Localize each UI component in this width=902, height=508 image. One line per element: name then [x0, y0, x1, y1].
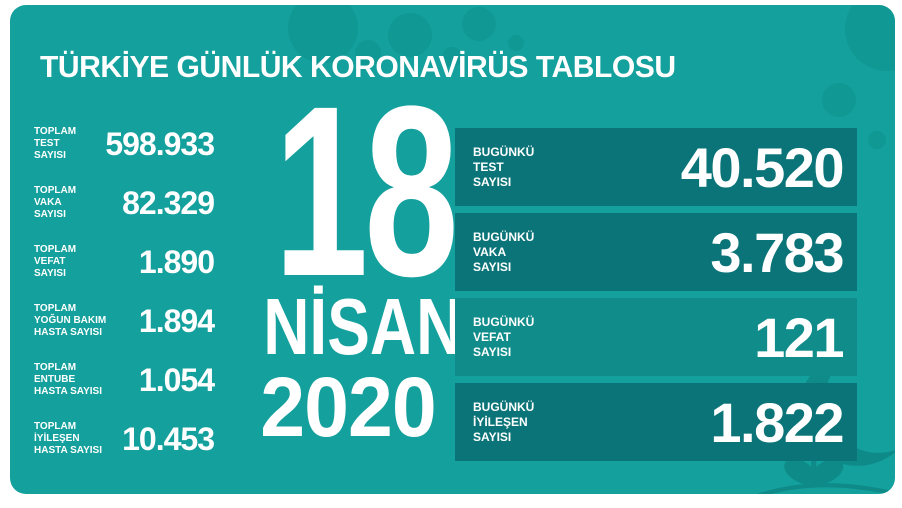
stat-label-line: VAKA — [473, 244, 507, 259]
stat-label-line: TEST — [473, 159, 504, 174]
stat-label-line: VEFAT — [473, 329, 511, 344]
stat-value: 3.783 — [710, 220, 844, 284]
stat-label-line: BUGÜNKÜ — [473, 229, 535, 244]
stat-label: TOPLAM VAKA SAYISI — [34, 185, 102, 221]
virus-blob-icon — [288, 5, 358, 63]
stat-label-line: VAKA — [34, 197, 62, 208]
stat-label-line: VEFAT — [34, 256, 66, 267]
stat-label: TOPLAM VEFAT SAYISI — [34, 244, 102, 280]
stat-label-line: SAYISI — [473, 259, 512, 274]
daily-case-row: BUGÜNKÜ VAKA SAYISI 3.783 — [455, 213, 857, 291]
daily-recovered-row: BUGÜNKÜ İYİLEŞEN SAYISI 1.822 — [455, 383, 857, 461]
stat-label: BUGÜNKÜ VAKA SAYISI — [473, 230, 534, 275]
stat-label-line: İYİLEŞEN — [473, 414, 528, 429]
stat-label-line: SAYISI — [473, 344, 512, 359]
date-block: 18 NİSAN 2020 — [242, 56, 463, 454]
stat-value: 82.329 — [122, 184, 215, 221]
stat-label-line: SAYISI — [34, 268, 66, 279]
virus-blob-icon — [845, 5, 895, 71]
stat-value: 1.054 — [138, 361, 215, 398]
stat-label-line: SAYISI — [34, 150, 66, 161]
virus-blob-icon — [822, 83, 856, 117]
virus-blob-icon — [508, 35, 524, 51]
stat-label: TOPLAM ENTUBE HASTA SAYISI — [34, 362, 102, 398]
stat-value: 1.894 — [138, 302, 215, 339]
virus-blob-icon — [868, 131, 886, 149]
stat-value: 121 — [754, 305, 844, 369]
total-recovered-row: TOPLAM İYİLEŞEN HASTA SAYISI 10.453 — [34, 416, 215, 462]
daily-corona-table-card: TÜRKİYE GÜNLÜK KORONAVİRÜS TABLOSU TOPLA… — [10, 5, 895, 494]
stat-label-line: HASTA SAYISI — [34, 386, 102, 397]
stat-label: TOPLAM YOĞUN BAKIM HASTA SAYISI — [34, 303, 107, 339]
stat-label-line: TOPLAM — [34, 185, 77, 196]
page-title: TÜRKİYE GÜNLÜK KORONAVİRÜS TABLOSU — [40, 49, 676, 84]
stat-label: TOPLAM İYİLEŞEN HASTA SAYISI — [34, 421, 102, 457]
stat-label: BUGÜNKÜ İYİLEŞEN SAYISI — [473, 400, 534, 445]
stat-label-line: SAYISI — [34, 209, 66, 220]
stat-label: BUGÜNKÜ TEST SAYISI — [473, 145, 534, 190]
virus-blob-icon — [442, 47, 462, 67]
stat-label-line: HASTA SAYISI — [34, 445, 102, 456]
totals-column: TOPLAM TEST SAYISI 598.933 TOPLAM VAKA S… — [34, 121, 215, 462]
stat-value: 40.520 — [680, 135, 845, 199]
daily-test-row: BUGÜNKÜ TEST SAYISI 40.520 — [455, 128, 857, 206]
total-icu-row: TOPLAM YOĞUN BAKIM HASTA SAYISI 1.894 — [34, 298, 215, 344]
stat-label-line: HASTA SAYISI — [34, 327, 102, 338]
date-day: 18 — [273, 56, 459, 327]
stat-label-line: SAYISI — [473, 174, 512, 189]
virus-blob-icon — [388, 13, 432, 57]
stat-label-line: TOPLAM — [34, 126, 77, 137]
total-test-row: TOPLAM TEST SAYISI 598.933 — [34, 121, 215, 167]
stat-label-line: TEST — [34, 138, 60, 149]
stat-label-line: İYİLEŞEN — [34, 433, 80, 444]
stat-label: TOPLAM TEST SAYISI — [34, 126, 102, 162]
virus-blob-icon — [462, 7, 496, 41]
virus-blob-icon — [355, 40, 381, 66]
stat-label-line: BUGÜNKÜ — [473, 399, 535, 414]
daily-stats-panel: BUGÜNKÜ TEST SAYISI 40.520 BUGÜNKÜ VAKA … — [455, 128, 857, 461]
stat-label-line: TOPLAM — [34, 362, 77, 373]
stat-label-line: BUGÜNKÜ — [473, 144, 535, 159]
date-year: 2020 — [260, 359, 437, 454]
stat-label-line: BUGÜNKÜ — [473, 314, 535, 329]
stat-label-line: SAYISI — [473, 429, 512, 444]
total-case-row: TOPLAM VAKA SAYISI 82.329 — [34, 180, 215, 226]
stat-label-line: TOPLAM — [34, 421, 77, 432]
stat-label-line: ENTUBE — [34, 374, 76, 385]
stat-label: BUGÜNKÜ VEFAT SAYISI — [473, 315, 534, 360]
stat-value: 10.453 — [122, 420, 215, 457]
total-intubated-row: TOPLAM ENTUBE HASTA SAYISI 1.054 — [34, 357, 215, 403]
total-death-row: TOPLAM VEFAT SAYISI 1.890 — [34, 239, 215, 285]
stat-label-line: TOPLAM — [34, 303, 77, 314]
stat-label-line: YOĞUN BAKIM — [34, 315, 107, 326]
date-month: NİSAN — [263, 281, 463, 371]
stat-value: 598.933 — [105, 125, 215, 162]
stat-value: 1.822 — [710, 390, 844, 454]
stat-label-line: TOPLAM — [34, 244, 77, 255]
daily-death-row: BUGÜNKÜ VEFAT SAYISI 121 — [455, 298, 857, 376]
stat-value: 1.890 — [138, 243, 215, 280]
